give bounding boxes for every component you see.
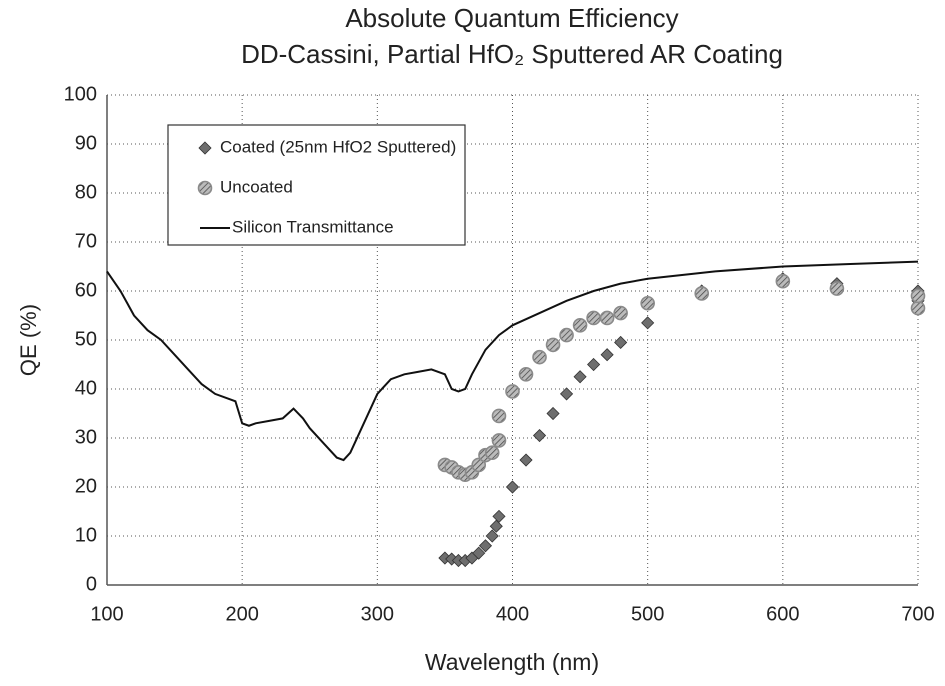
- data-point: [573, 370, 587, 384]
- x-axis-label: Wavelength (nm): [425, 649, 599, 675]
- data-point: [613, 305, 628, 321]
- data-point: [491, 408, 507, 424]
- data-point: [910, 288, 926, 304]
- data-point: [614, 335, 628, 350]
- legend-marker: [197, 180, 213, 196]
- legend-label: Uncoated: [220, 177, 293, 196]
- data-point: [546, 406, 560, 421]
- data-point: [472, 546, 486, 560]
- legend-marker: [198, 141, 212, 155]
- x-tick-label: 400: [496, 603, 529, 625]
- data-point: [775, 273, 791, 289]
- data-point: [586, 310, 601, 326]
- y-tick-label: 20: [75, 475, 97, 497]
- y-tick-label: 80: [75, 181, 97, 203]
- data-point: [600, 348, 614, 362]
- chart-title: Absolute Quantum Efficiency: [345, 3, 678, 33]
- data-point: [532, 428, 547, 443]
- data-point: [505, 384, 520, 399]
- data-point: [560, 387, 574, 401]
- y-tick-label: 30: [75, 426, 97, 448]
- data-point: [492, 509, 506, 523]
- legend-box: [167, 124, 466, 246]
- y-tick-label: 40: [75, 377, 97, 399]
- data-point: [910, 300, 926, 316]
- x-tick-label: 100: [90, 603, 123, 625]
- transmittance-line: [106, 260, 919, 462]
- data-point: [545, 337, 561, 353]
- data-point: [489, 519, 503, 533]
- y-axis-label: QE (%): [16, 304, 41, 376]
- y-tick-label: 60: [75, 279, 97, 301]
- y-tick-label: 0: [86, 573, 97, 595]
- chart-subtitle: DD-Cassini, Partial HfO₂ Sputtered AR Co…: [241, 39, 783, 69]
- y-tick-label: 10: [75, 524, 97, 546]
- x-tick-label: 200: [225, 603, 258, 625]
- data-point: [532, 349, 547, 365]
- data-point: [491, 433, 507, 448]
- data-point: [505, 480, 520, 494]
- data-point: [471, 457, 487, 473]
- y-tick-label: 50: [75, 328, 97, 350]
- data-point: [587, 357, 601, 372]
- x-tick-label: 300: [361, 603, 394, 625]
- legend-label: Silicon Transmittance: [232, 217, 394, 236]
- data-point: [599, 310, 615, 326]
- y-tick-label: 70: [75, 230, 97, 252]
- x-tick-label: 700: [901, 603, 934, 625]
- data-point: [641, 316, 655, 330]
- legend-label: Coated (25nm HfO2 Sputtered): [220, 137, 456, 156]
- data-point: [519, 453, 533, 467]
- data-point: [518, 366, 534, 382]
- x-tick-label: 500: [631, 603, 664, 625]
- data-point: [485, 529, 499, 543]
- data-point: [829, 281, 845, 296]
- data-point: [640, 295, 655, 311]
- data-point: [694, 286, 710, 301]
- data-point: [484, 445, 500, 461]
- data-point: [559, 327, 574, 343]
- y-tick-label: 90: [75, 132, 97, 154]
- data-point: [572, 317, 588, 333]
- x-tick-label: 600: [766, 603, 799, 625]
- data-point: [478, 539, 493, 553]
- y-tick-label: 100: [64, 83, 97, 105]
